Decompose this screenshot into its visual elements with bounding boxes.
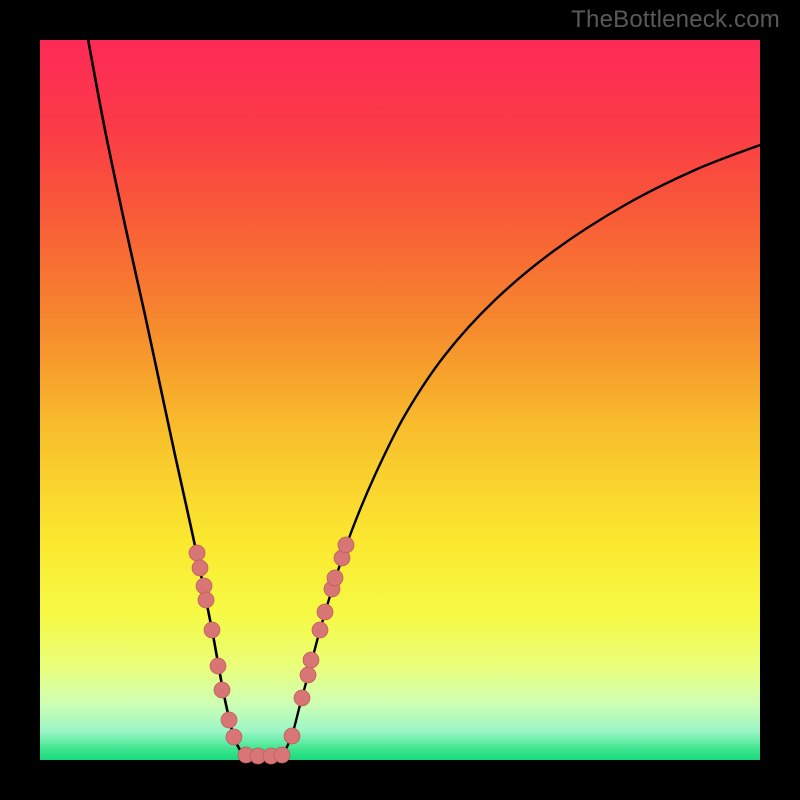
plot-area: [40, 40, 760, 760]
data-marker: [226, 729, 242, 745]
data-marker: [294, 690, 310, 706]
data-marker: [312, 622, 328, 638]
data-marker: [192, 560, 208, 576]
data-marker: [317, 604, 333, 620]
data-marker: [284, 728, 300, 744]
data-marker: [204, 622, 220, 638]
data-marker: [189, 545, 205, 561]
bottleneck-chart: [0, 0, 800, 800]
data-marker: [214, 682, 230, 698]
data-marker: [338, 537, 354, 553]
data-marker: [196, 578, 212, 594]
data-marker: [221, 712, 237, 728]
watermark-label: TheBottleneck.com: [571, 6, 780, 34]
data-marker: [274, 747, 290, 763]
data-marker: [210, 658, 226, 674]
data-marker: [300, 667, 316, 683]
data-marker: [198, 592, 214, 608]
data-marker: [303, 652, 319, 668]
data-marker: [327, 570, 343, 586]
